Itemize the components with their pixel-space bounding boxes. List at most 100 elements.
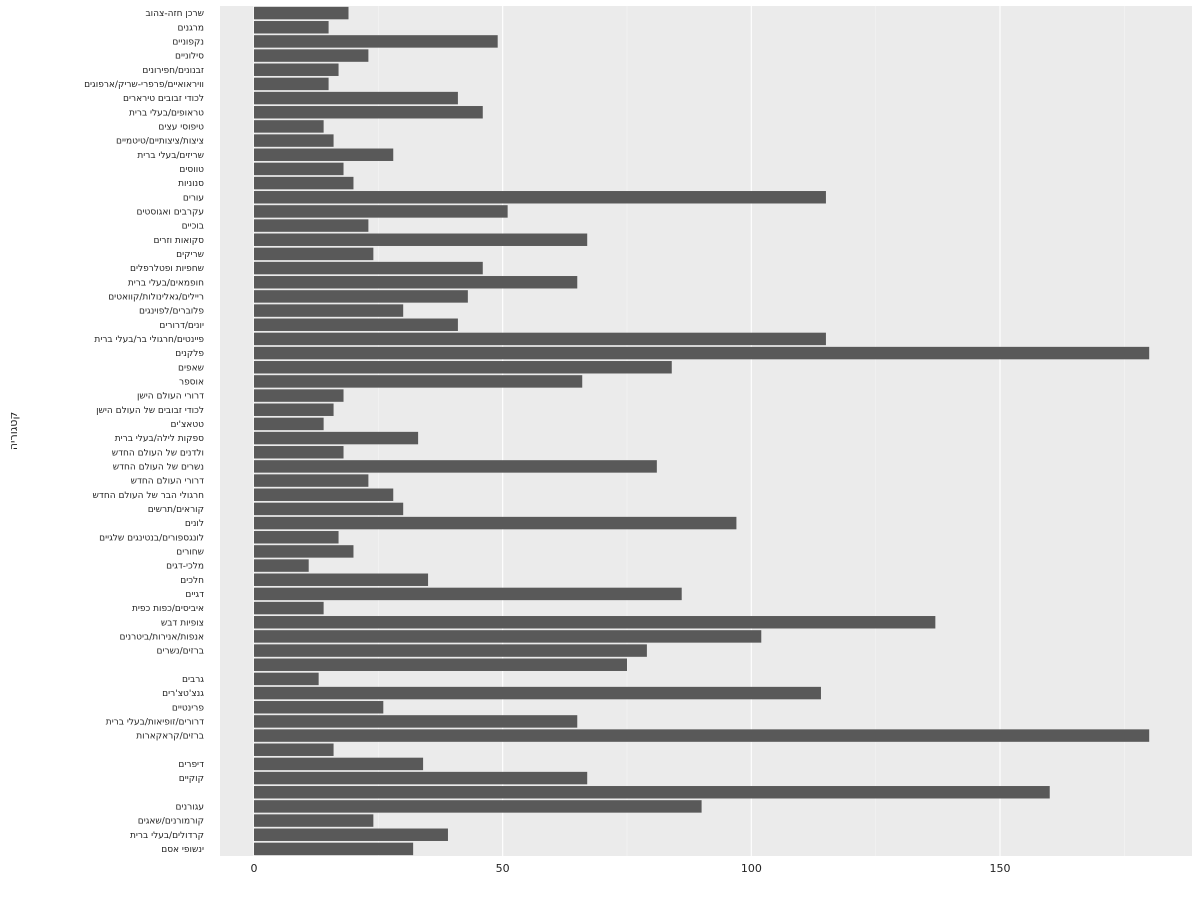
bar: [254, 630, 762, 643]
y-tick-label: סילוניים: [175, 52, 204, 62]
bar: [254, 715, 578, 728]
y-tick-label: טטאצ'ים: [171, 420, 205, 430]
bar: [254, 361, 672, 374]
bar: [254, 21, 329, 34]
y-tick-label: דיפרים: [178, 760, 204, 770]
bar: [254, 800, 702, 813]
bar: [254, 828, 448, 841]
bar: [254, 842, 414, 856]
y-tick-label: איביסים/כפות כפית: [132, 604, 204, 614]
x-tick-label: 0: [251, 862, 258, 875]
y-tick-label: שחורים: [176, 547, 204, 557]
bar: [254, 162, 344, 176]
y-tick-label: שריזים/בעלי ברית: [137, 151, 204, 161]
bar: [254, 120, 324, 133]
y-tick-label: עקרבים ואגוסטים: [137, 207, 204, 217]
bar: [254, 516, 737, 530]
x-tick-labels: 0 50 100 150: [251, 862, 1011, 875]
y-tick-label: שרכן חזה-צהוב: [145, 9, 204, 19]
bar: [254, 77, 329, 91]
bar: [254, 417, 324, 431]
y-tick-label: גרבים: [182, 675, 204, 685]
bar: [254, 261, 483, 275]
y-tick-label: פרינטיים: [172, 703, 205, 713]
y-tick-label: לכודי זבובים טירארים: [123, 94, 204, 104]
bar: [254, 205, 508, 218]
bar: [254, 771, 588, 785]
y-tick-label: ריילים/גאלינולות/קוואטים: [108, 292, 204, 302]
bar: [254, 460, 657, 473]
y-tick-label: צופיות דבש: [161, 618, 204, 628]
bar: [254, 318, 458, 331]
y-tick-label: שריקים: [176, 250, 204, 260]
y-tick-label: גנצ'טצ'רים: [162, 689, 204, 699]
y-tick-label: בוכיים: [182, 222, 204, 232]
y-tick-label: טראופים/בעלי ברית: [129, 108, 204, 118]
bar: [254, 672, 319, 686]
y-tick-label: חופמאים/בעלי ברית: [128, 278, 204, 288]
bar: [254, 276, 578, 289]
bar: [254, 658, 627, 671]
x-tick-label: 50: [496, 862, 510, 875]
y-tick-label: סקואות וזרים: [153, 236, 204, 246]
y-tick-label: לונים: [185, 519, 204, 529]
y-tick-label: קורמורנים/שאגים: [138, 817, 204, 827]
bar: [254, 545, 354, 558]
y-tick-label: דגיים: [185, 590, 204, 600]
y-axis-title: קטגוריה: [7, 412, 20, 450]
bar: [254, 389, 344, 402]
y-tick-label: עורים: [183, 193, 204, 203]
bar: [254, 106, 483, 119]
y-tick-label: פיינטים/חרגולי בר/בעלי ברית: [94, 335, 204, 345]
bar: [254, 729, 1150, 742]
bar: [254, 814, 374, 827]
bar: [254, 148, 394, 161]
y-tick-label: ציצות/ציצותיים/טיטמיים: [116, 137, 204, 147]
bar: [254, 247, 374, 261]
bar: [254, 191, 826, 204]
y-tick-label: זבנונים/חפירונים: [142, 66, 204, 76]
bars: [254, 6, 1150, 856]
bar: [254, 176, 354, 190]
y-tick-label: חלכים: [180, 576, 204, 586]
plot-panel: [220, 6, 1192, 856]
y-tick-label: דרורים/זופיאות/בעלי ברית: [106, 717, 204, 727]
y-tick-label: וויראואיים/פרפרי-שריק/ארפוגים: [84, 80, 204, 90]
bar: [254, 743, 334, 756]
y-tick-label: יונים/דרורים: [159, 321, 204, 331]
bar: [254, 644, 647, 657]
y-tick-label: קוראים/תרשים: [148, 505, 204, 515]
bar: [254, 332, 826, 346]
bar: [254, 35, 498, 48]
y-tick-label: קוקיים: [179, 774, 204, 784]
y-tick-label: ברזים/קראקארות: [136, 732, 204, 742]
y-tick-label: סנוניות: [178, 179, 204, 189]
bar: [254, 701, 384, 714]
bar: [254, 686, 821, 700]
y-tick-label: שאפים: [178, 363, 204, 373]
y-tick-label: מלכי-דגים: [166, 562, 204, 572]
bar: [254, 446, 344, 459]
bar: [254, 559, 309, 572]
bar: [254, 63, 339, 76]
bar: [254, 531, 339, 544]
grid-lines: [253, 6, 1125, 856]
bar: [254, 488, 394, 501]
bar: [254, 786, 1050, 799]
bar: [254, 375, 583, 388]
y-tick-label: דרורי העולם החדש: [131, 477, 204, 487]
bar: [254, 573, 429, 586]
bar: [254, 134, 334, 147]
bar: [254, 587, 682, 601]
y-tick-label: לונגספורים/בנטינגים שלגיים: [99, 533, 204, 543]
bar: [254, 616, 936, 629]
bar: [254, 601, 324, 615]
y-tick-label: שחפיות ופטלרפלים: [130, 264, 204, 274]
y-tick-label: ולדנים של העולם החדש: [112, 448, 204, 458]
y-tick-label: קרדולים/בעלי ברית: [130, 831, 204, 841]
y-tick-label: פלקנים: [175, 349, 204, 359]
bar: [254, 290, 468, 303]
bar: [254, 757, 424, 771]
y-tick-label: מרגנים: [178, 23, 205, 33]
y-tick-label: טווסים: [179, 165, 204, 175]
